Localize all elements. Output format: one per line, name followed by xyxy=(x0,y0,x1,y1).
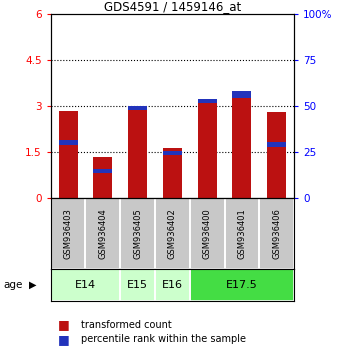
Text: GSM936405: GSM936405 xyxy=(133,208,142,259)
Text: GSM936400: GSM936400 xyxy=(203,208,212,259)
Bar xyxy=(51,198,86,269)
Text: GSM936403: GSM936403 xyxy=(64,208,73,259)
Bar xyxy=(163,151,182,155)
Bar xyxy=(267,112,286,198)
Text: percentile rank within the sample: percentile rank within the sample xyxy=(81,334,246,344)
Bar xyxy=(232,91,251,98)
Bar xyxy=(190,198,224,269)
Text: transformed count: transformed count xyxy=(81,320,172,330)
Bar xyxy=(58,140,78,145)
Text: ■: ■ xyxy=(57,333,69,346)
Bar xyxy=(128,105,147,198)
Bar xyxy=(155,198,190,269)
Text: GSM936401: GSM936401 xyxy=(237,208,246,259)
Bar xyxy=(259,198,294,269)
Bar xyxy=(155,269,190,301)
Title: GDS4591 / 1459146_at: GDS4591 / 1459146_at xyxy=(104,0,241,13)
Bar xyxy=(128,105,147,110)
Bar xyxy=(120,269,155,301)
Bar xyxy=(267,142,286,147)
Bar xyxy=(120,269,155,301)
Bar xyxy=(155,269,190,301)
Text: GSM936406: GSM936406 xyxy=(272,208,281,259)
Bar xyxy=(198,98,217,198)
Text: GSM936404: GSM936404 xyxy=(98,208,107,259)
Bar xyxy=(58,111,78,198)
Bar xyxy=(232,97,251,198)
Bar xyxy=(224,198,259,269)
Text: E15: E15 xyxy=(127,280,148,290)
Text: E14: E14 xyxy=(75,280,96,290)
Text: age: age xyxy=(3,280,23,290)
Text: E17.5: E17.5 xyxy=(226,280,258,290)
Bar xyxy=(190,269,294,301)
Text: ▶: ▶ xyxy=(29,280,36,290)
Bar xyxy=(190,269,294,301)
Bar xyxy=(93,170,113,173)
Bar xyxy=(86,198,120,269)
Text: ■: ■ xyxy=(57,319,69,331)
Bar xyxy=(51,269,120,301)
Bar xyxy=(93,157,113,198)
Text: GSM936402: GSM936402 xyxy=(168,208,177,259)
Text: E16: E16 xyxy=(162,280,183,290)
Bar xyxy=(163,148,182,198)
Bar xyxy=(51,269,120,301)
Bar xyxy=(120,198,155,269)
Bar xyxy=(198,99,217,103)
